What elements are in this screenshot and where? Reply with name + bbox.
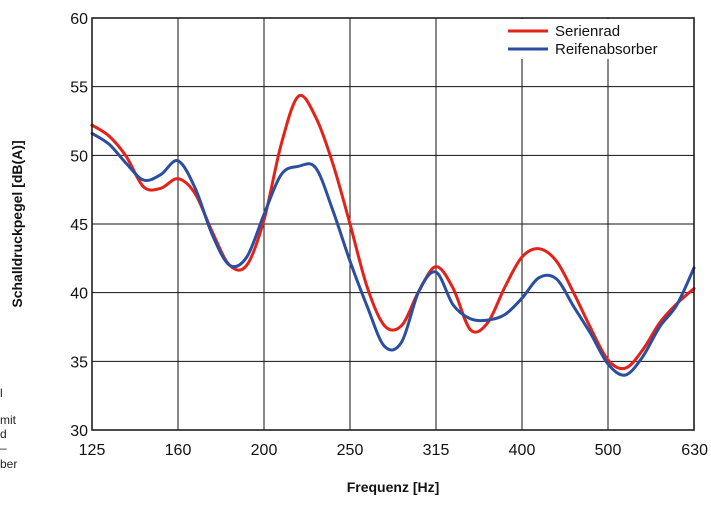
- y-tick-label: 45: [70, 217, 88, 234]
- x-tick-label: 630: [681, 442, 708, 459]
- y-tick-label: 50: [70, 148, 88, 165]
- legend-label-serienrad: Serienrad: [555, 23, 620, 40]
- y-tick-label: 35: [70, 354, 88, 371]
- x-tick-label: 315: [423, 442, 450, 459]
- tick-layer: 30 35 40 45 50 55 60 125 160 200 250 315 400 500 630: [70, 11, 708, 459]
- legend: Serienrad Reifenabsorber: [498, 19, 693, 59]
- side-caption-fragment-3: d: [0, 427, 7, 441]
- plot-frame: [91, 17, 695, 431]
- x-tick-label: 125: [79, 442, 106, 459]
- x-tick-label: 160: [165, 442, 192, 459]
- series-line-reifenabsorber: [90, 131, 696, 377]
- frame-layer: [91, 17, 695, 431]
- x-tick-label: 400: [509, 442, 536, 459]
- y-tick-label: 40: [70, 286, 88, 303]
- series-line-serienrad: [90, 93, 696, 371]
- series-layer: [90, 93, 696, 377]
- grid-layer: [92, 18, 694, 430]
- y-tick-label: 60: [70, 11, 88, 28]
- side-caption-fragment-5: ber: [0, 457, 18, 471]
- legend-label-reifenabsorber: Reifenabsorber: [555, 41, 658, 58]
- x-tick-label: 500: [595, 442, 622, 459]
- side-caption-fragment-2: mit: [0, 413, 16, 427]
- x-tick-label: 250: [337, 442, 364, 459]
- side-caption-fragment-1: l: [0, 386, 3, 400]
- y-axis-label: Schalldruckpegel [dB(A)]: [9, 140, 25, 307]
- x-axis-label: Frequenz [Hz]: [347, 479, 440, 495]
- y-tick-label: 55: [70, 80, 88, 97]
- y-tick-label: 30: [70, 423, 88, 440]
- x-tick-label: 200: [251, 442, 278, 459]
- side-caption-fragment-4: –: [0, 441, 7, 455]
- legend-box: [498, 19, 693, 59]
